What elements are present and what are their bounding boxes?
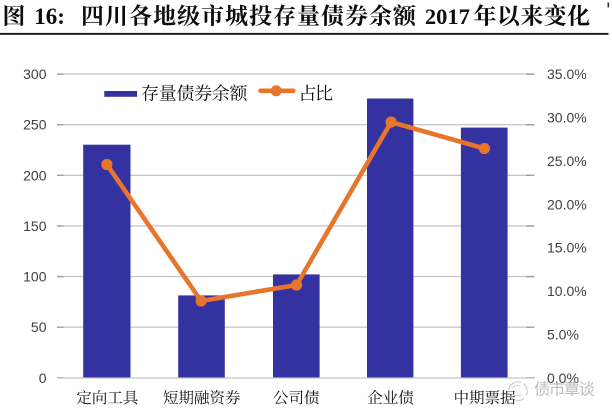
svg-text:250: 250 bbox=[23, 117, 47, 133]
svg-text:25.0%: 25.0% bbox=[547, 153, 587, 169]
svg-text:2017: 2017 bbox=[425, 4, 470, 29]
svg-text:20.0%: 20.0% bbox=[547, 196, 587, 212]
svg-text:0: 0 bbox=[39, 370, 47, 386]
svg-text:300: 300 bbox=[23, 66, 47, 82]
svg-text:15.0%: 15.0% bbox=[547, 240, 587, 256]
svg-text:100: 100 bbox=[23, 269, 47, 285]
svg-text:16:: 16: bbox=[34, 4, 65, 29]
svg-text:5.0%: 5.0% bbox=[547, 326, 579, 342]
svg-text:150: 150 bbox=[23, 218, 47, 234]
svg-text:30.0%: 30.0% bbox=[547, 110, 587, 126]
svg-text:200: 200 bbox=[23, 167, 47, 183]
svg-text:50: 50 bbox=[31, 319, 47, 335]
svg-text:35.0%: 35.0% bbox=[547, 66, 587, 82]
svg-text:10.0%: 10.0% bbox=[547, 283, 587, 299]
